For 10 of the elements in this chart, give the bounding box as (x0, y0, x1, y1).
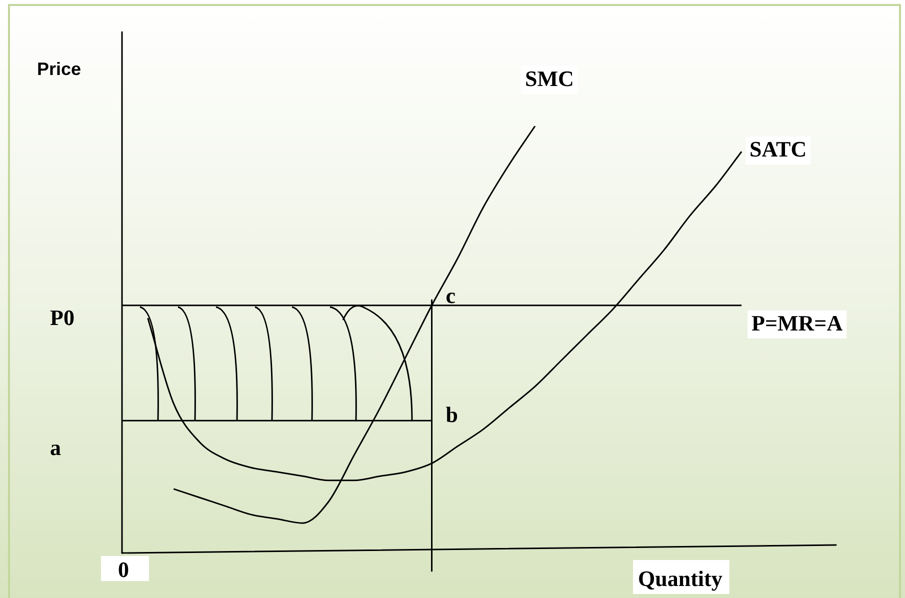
text: 0 (118, 557, 129, 582)
series-label: SATC (750, 136, 807, 162)
y-axis-title: Price (37, 59, 82, 79)
x-axis-title: Quantity (638, 566, 722, 591)
text: a (50, 435, 61, 460)
annotation: c (446, 283, 456, 308)
annotation: b (446, 402, 458, 427)
text: P0 (50, 305, 74, 330)
series-label: SMC (525, 66, 574, 91)
series-label: P=MR=A (752, 310, 843, 336)
